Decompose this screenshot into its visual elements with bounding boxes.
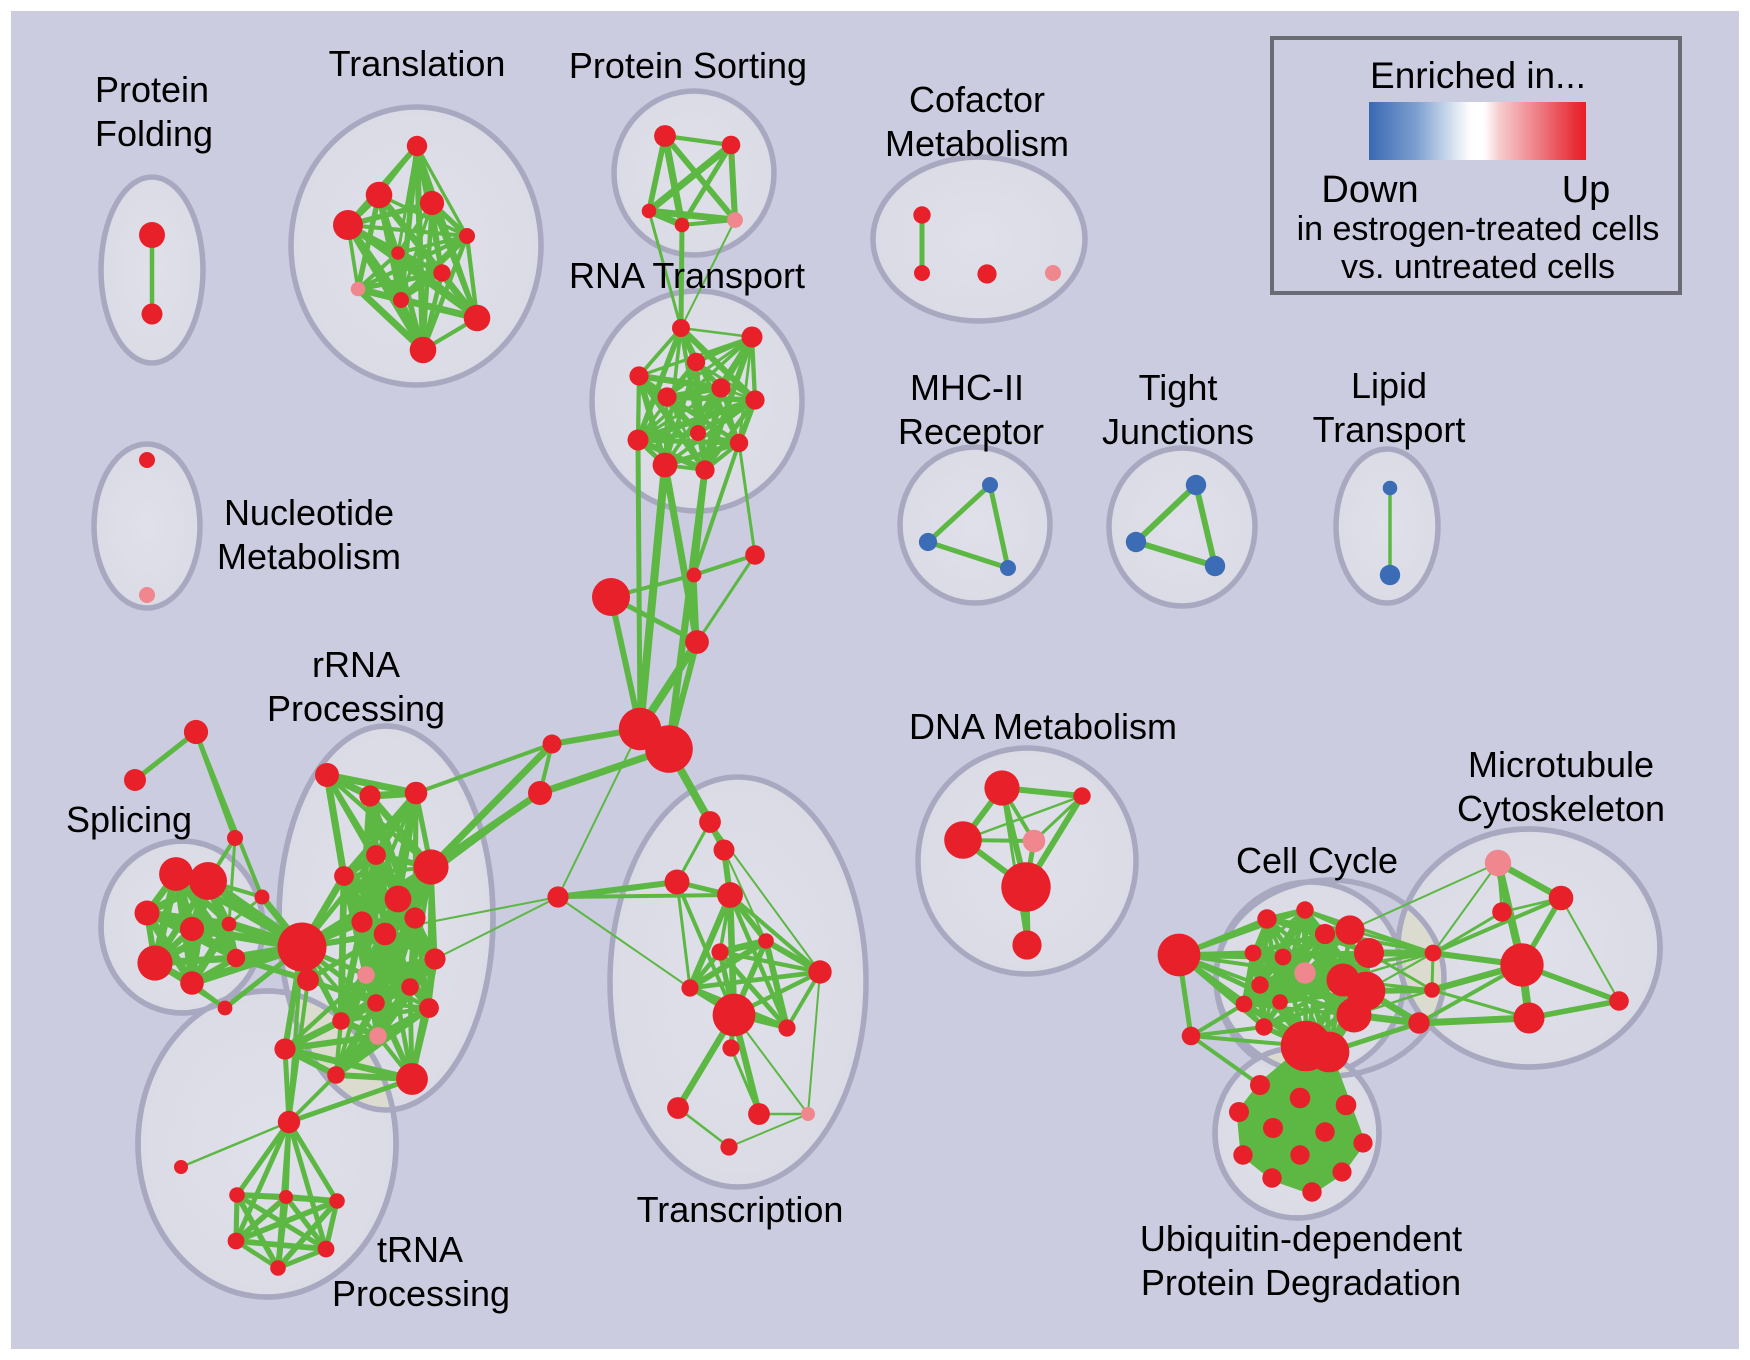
svg-text:in estrogen-treated cells: in estrogen-treated cells (1297, 210, 1660, 248)
svg-text:Transcription: Transcription (637, 1189, 844, 1230)
svg-text:Receptor: Receptor (898, 411, 1044, 452)
svg-text:Junctions: Junctions (1102, 411, 1254, 452)
svg-text:Cytoskeleton: Cytoskeleton (1457, 788, 1665, 829)
svg-text:Splicing: Splicing (66, 799, 192, 840)
svg-text:Lipid: Lipid (1351, 365, 1427, 406)
svg-text:Transport: Transport (1313, 409, 1466, 450)
svg-text:DNA Metabolism: DNA Metabolism (909, 706, 1177, 747)
svg-text:Down: Down (1321, 169, 1418, 211)
svg-text:Nucleotide: Nucleotide (224, 492, 394, 533)
svg-text:Enriched in...: Enriched in... (1370, 55, 1586, 96)
svg-text:Protein: Protein (95, 69, 209, 110)
svg-text:vs. untreated cells: vs. untreated cells (1341, 248, 1615, 286)
svg-text:Translation: Translation (329, 43, 506, 84)
svg-text:tRNA: tRNA (377, 1229, 463, 1270)
svg-text:Microtubule: Microtubule (1468, 744, 1654, 785)
svg-text:Ubiquitin-dependent: Ubiquitin-dependent (1140, 1218, 1462, 1259)
svg-text:Cell Cycle: Cell Cycle (1236, 840, 1398, 881)
svg-text:Up: Up (1562, 169, 1611, 211)
svg-text:Protein Degradation: Protein Degradation (1141, 1262, 1461, 1303)
svg-text:Metabolism: Metabolism (885, 123, 1069, 164)
svg-text:MHC-II: MHC-II (910, 367, 1024, 408)
svg-text:Processing: Processing (332, 1273, 510, 1314)
svg-text:Cofactor: Cofactor (909, 79, 1045, 120)
svg-text:Tight: Tight (1139, 367, 1218, 408)
svg-text:rRNA: rRNA (312, 644, 400, 685)
svg-text:Metabolism: Metabolism (217, 536, 401, 577)
svg-text:Protein Sorting: Protein Sorting (569, 45, 807, 86)
svg-text:Folding: Folding (95, 113, 213, 154)
svg-text:RNA Transport: RNA Transport (569, 255, 805, 296)
svg-text:Processing: Processing (267, 688, 445, 729)
